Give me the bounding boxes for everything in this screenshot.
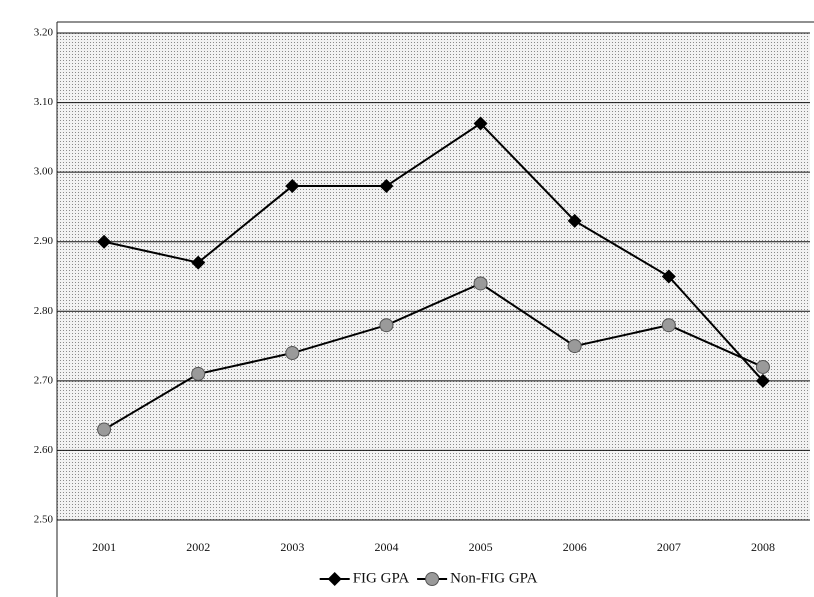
plot-area [57,33,810,520]
y-tick-label: 2.60 [34,444,54,456]
x-tick-label: 2005 [469,540,493,554]
legend-marker [425,572,440,586]
data-point [473,276,488,291]
legend-marker [327,572,342,586]
data-point [191,366,206,381]
data-point [567,339,582,354]
y-tick-label: 2.50 [34,514,54,526]
data-point [97,422,112,437]
data-point [285,346,300,361]
data-point [567,213,582,228]
data-point [379,318,394,333]
series-line [103,282,764,431]
data-point [755,359,770,374]
y-tick-label: 2.90 [34,235,54,247]
data-point [285,179,300,194]
x-tick-label: 2002 [186,540,210,554]
x-tick-label: 2008 [751,540,775,554]
y-tick-label: 3.10 [34,96,54,108]
x-tick-label: 2001 [92,540,116,554]
x-tick-label: 2003 [280,540,304,554]
legend-label: FIG GPA [353,570,410,586]
series-line [103,122,764,382]
y-tick-label: 2.80 [34,305,54,317]
x-tick-label: 2004 [374,540,398,554]
data-point [755,373,770,388]
y-tick-label: 3.20 [34,27,54,39]
x-tick-label: 2007 [657,540,681,554]
legend-label: Non-FIG GPA [450,570,538,586]
y-tick-label: 3.00 [34,166,54,178]
data-point [191,255,206,270]
data-point [379,179,394,194]
data-point [97,234,112,249]
y-tick-label: 2.70 [34,374,54,386]
data-point [473,116,488,131]
data-point [661,269,676,284]
data-point [661,318,676,333]
x-tick-label: 2006 [563,540,587,554]
